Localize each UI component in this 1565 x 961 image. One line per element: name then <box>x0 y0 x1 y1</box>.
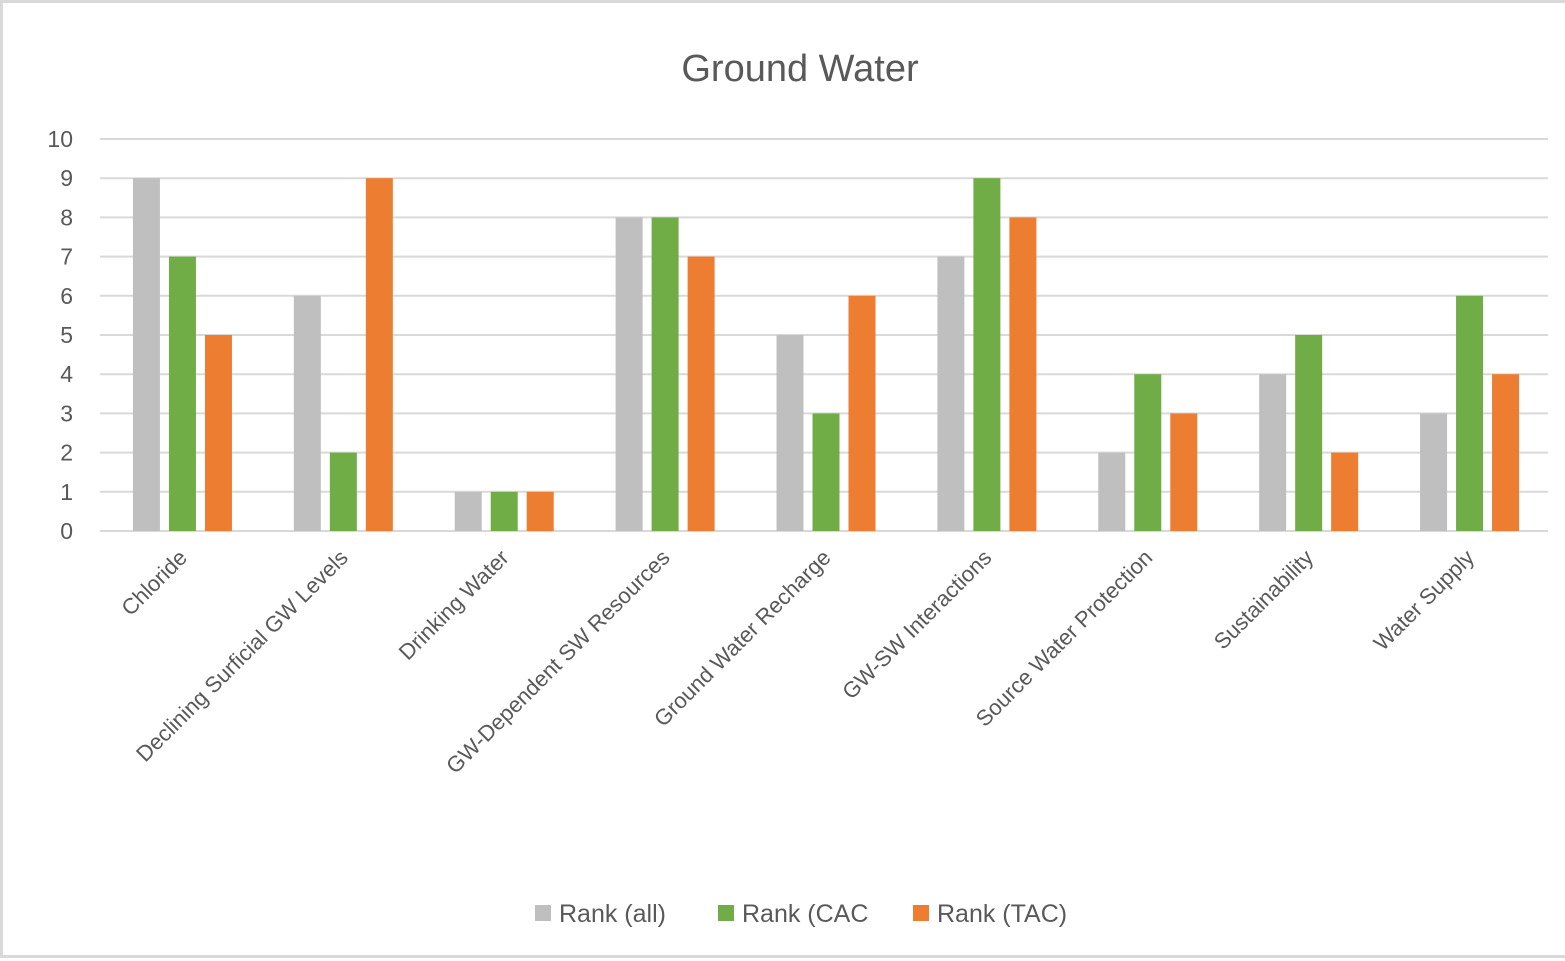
y-tick-label: 8 <box>60 204 73 230</box>
x-tick-label: Chloride <box>116 545 192 621</box>
x-tick-label: Sustainability <box>1209 545 1318 654</box>
x-tick-label: Source Water Protection <box>971 545 1158 732</box>
legend: Rank (all) Rank (CAC Rank (TAC) <box>535 900 1067 928</box>
legend-label: Rank (CAC <box>742 900 868 928</box>
bar-rank-tac-4 <box>687 256 715 531</box>
y-tick-label: 0 <box>60 518 73 544</box>
bar-rank-cac-1 <box>168 256 196 531</box>
bar-rank-tac-1 <box>204 335 232 531</box>
bar-rank-all-1 <box>132 178 160 531</box>
bar-rank-all-3 <box>454 491 482 531</box>
bar-rank-all-2 <box>293 295 321 531</box>
bar-rank-tac-5 <box>848 295 876 531</box>
legend-swatch <box>535 905 551 921</box>
bar-chart: Ground Water 0 1 2 3 4 5 6 7 8 9 10 ChlorideDeclin… <box>47 48 1548 928</box>
y-tick-label: 6 <box>60 283 73 309</box>
x-tick-label: Drinking Water <box>394 545 514 665</box>
y-tick-label: 1 <box>60 479 73 505</box>
bar-rank-cac-5 <box>812 413 840 531</box>
legend-label: Rank (TAC) <box>937 900 1067 928</box>
y-tick-label: 10 <box>47 126 73 152</box>
x-tick-label: GW-SW Interactions <box>837 545 996 704</box>
y-tick-label: 9 <box>60 165 73 191</box>
bar-rank-cac-9 <box>1456 295 1484 531</box>
bar-rank-cac-2 <box>329 452 357 531</box>
bar-rank-cac-3 <box>490 491 518 531</box>
bar-rank-cac-4 <box>651 217 679 531</box>
y-axis-ticks: 0 1 2 3 4 5 6 7 8 9 10 <box>47 126 73 544</box>
bars <box>132 178 1520 531</box>
bar-rank-all-9 <box>1420 413 1448 531</box>
y-tick-label: 3 <box>60 400 73 426</box>
y-tick-label: 4 <box>60 361 73 387</box>
chart-title: Ground Water <box>681 48 919 90</box>
bar-rank-cac-7 <box>1134 374 1162 531</box>
legend-swatch <box>913 905 929 921</box>
bar-rank-all-6 <box>937 256 965 531</box>
x-tick-label: Water Supply <box>1369 545 1479 655</box>
bar-rank-tac-8 <box>1331 452 1359 531</box>
y-tick-label: 2 <box>60 440 73 466</box>
x-tick-label: Ground Water Recharge <box>649 545 836 732</box>
legend-swatch <box>718 905 734 921</box>
bar-rank-tac-2 <box>365 178 393 531</box>
bar-rank-cac-8 <box>1295 335 1323 531</box>
bar-rank-all-7 <box>1098 452 1126 531</box>
bar-rank-tac-9 <box>1492 374 1520 531</box>
bar-rank-tac-6 <box>1009 217 1037 531</box>
bar-rank-cac-6 <box>973 178 1001 531</box>
bar-rank-tac-7 <box>1170 413 1198 531</box>
legend-label: Rank (all) <box>559 900 666 928</box>
bar-rank-tac-3 <box>526 491 554 531</box>
bar-rank-all-8 <box>1259 374 1287 531</box>
y-tick-label: 5 <box>60 322 73 348</box>
bar-rank-all-4 <box>615 217 643 531</box>
bar-rank-all-5 <box>776 335 804 531</box>
y-tick-label: 7 <box>60 244 73 270</box>
